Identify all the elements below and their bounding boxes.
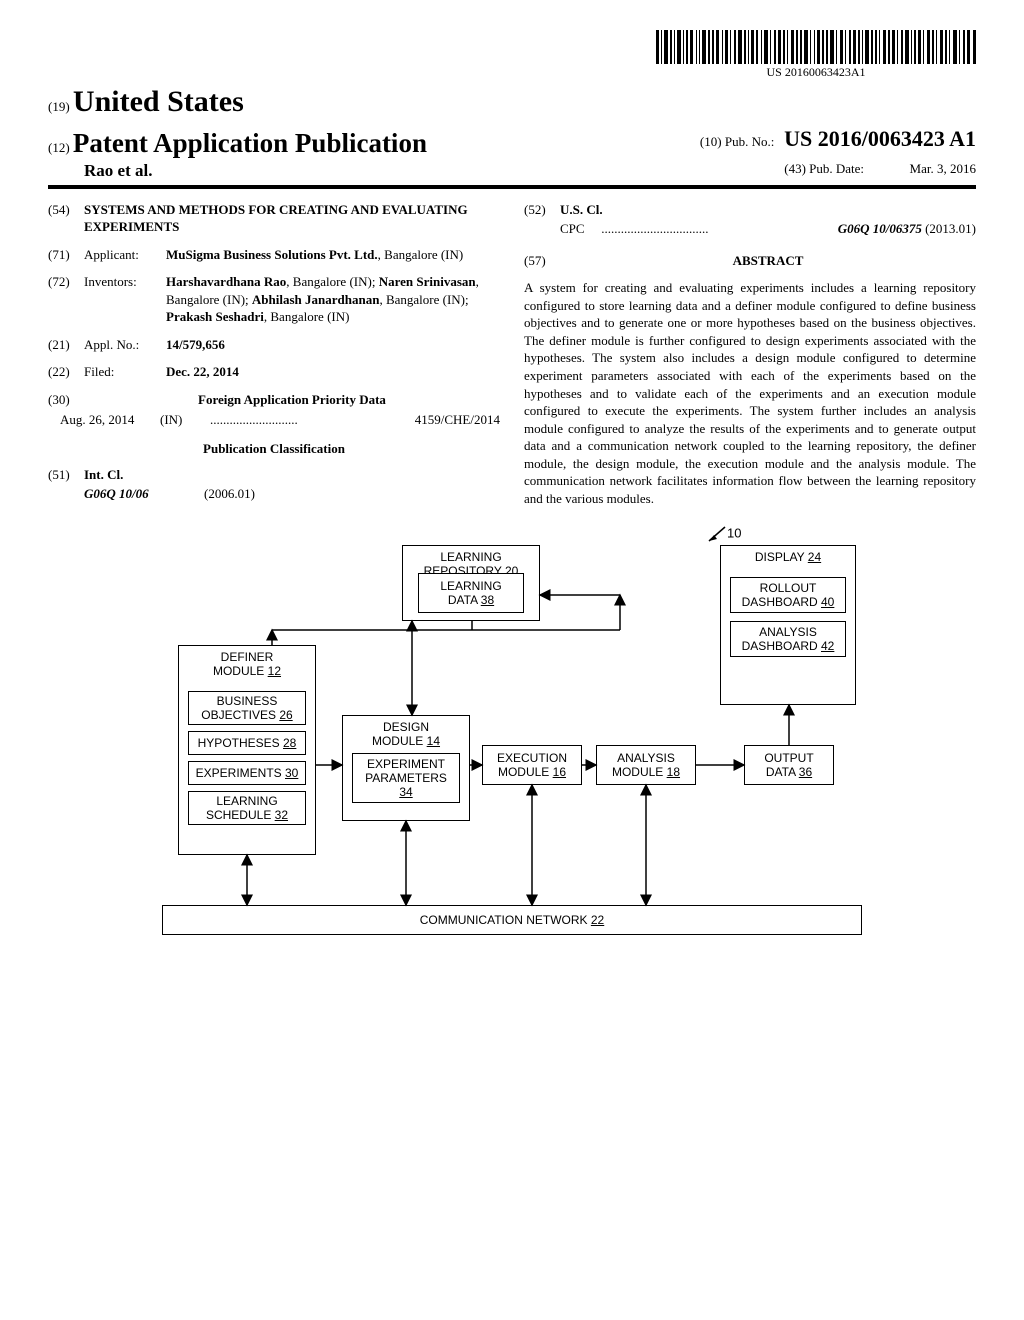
box-experiments: EXPERIMENTS 30 (188, 761, 306, 785)
code-51: (51) (48, 466, 84, 484)
barcode-area: US 20160063423A1 (48, 30, 976, 81)
cpc-value: G06Q 10/06375 (838, 221, 922, 236)
intcl-row: G06Q 10/06 (2006.01) (84, 485, 500, 503)
code-22: (22) (48, 363, 84, 381)
priority-country: (IN) (160, 411, 210, 429)
priority-row: Aug. 26, 2014 (IN) .....................… (60, 411, 500, 429)
code-21: (21) (48, 336, 84, 354)
code-72: (72) (48, 273, 84, 326)
intcl-version: (2006.01) (204, 485, 255, 503)
priority-date: Aug. 26, 2014 (60, 411, 160, 429)
pubno: US 2016/0063423 A1 (784, 126, 976, 151)
barcode-number: US 20160063423A1 (656, 65, 976, 80)
abstract-heading: ABSTRACT (560, 252, 976, 270)
code-30: (30) (48, 391, 84, 409)
box-analysis_dash: ANALYSISDASHBOARD 42 (730, 621, 846, 657)
cpc-dots: ................................. (598, 220, 838, 238)
abstract-text: A system for creating and evaluating exp… (524, 279, 976, 507)
inventors-label: Inventors: (84, 273, 166, 326)
box-schedule: LEARNINGSCHEDULE 32 (188, 791, 306, 825)
applicant-label: Applicant: (84, 246, 166, 264)
priority-number: 4159/CHE/2014 (415, 411, 500, 429)
pubdate-label: Pub. Date: (809, 161, 864, 176)
code-57: (57) (524, 252, 560, 276)
figure-ref: 10 (707, 525, 741, 543)
header-divider (48, 187, 976, 189)
priority-dots: ........................... (210, 411, 415, 429)
box-learning_data: LEARNINGDATA 38 (418, 573, 524, 613)
code-52: (52) (524, 201, 560, 219)
intcl-label: Int. Cl. (84, 467, 123, 482)
pubdate: Mar. 3, 2016 (910, 161, 976, 176)
box-rollout_dash: ROLLOUTDASHBOARD 40 (730, 577, 846, 613)
box-hypotheses: HYPOTHESES 28 (188, 731, 306, 755)
biblio-columns: (54) SYSTEMS AND METHODS FOR CREATING AN… (48, 201, 976, 508)
inventors: Harshavardhana Rao, Bangalore (IN); Nare… (166, 273, 500, 326)
priority-heading: Foreign Application Priority Data (84, 391, 500, 409)
box-biz_obj: BUSINESSOBJECTIVES 26 (188, 691, 306, 725)
applno-label: Appl. No.: (84, 336, 166, 354)
code-19: (19) (48, 99, 70, 114)
authors: Rao et al. (48, 161, 152, 181)
classification-heading: Publication Classification (48, 440, 500, 458)
left-column: (54) SYSTEMS AND METHODS FOR CREATING AN… (48, 201, 500, 508)
code-10: (10) (700, 134, 722, 149)
code-12: (12) (48, 140, 70, 155)
filed: Dec. 22, 2014 (166, 363, 500, 381)
right-column: (52) U.S. Cl. CPC ......................… (524, 201, 976, 508)
code-43: (43) (784, 161, 806, 176)
box-output: OUTPUTDATA 36 (744, 745, 834, 785)
intcl-class: G06Q 10/06 (84, 485, 204, 503)
box-exp_params: EXPERIMENTPARAMETERS 34 (352, 753, 460, 803)
country: United States (73, 85, 244, 118)
pub-type: Patent Application Publication (73, 128, 427, 158)
uscl-label: U.S. Cl. (560, 202, 603, 217)
box-analysis: ANALYSISMODULE 18 (596, 745, 696, 785)
box-comm: COMMUNICATION NETWORK 22 (162, 905, 862, 935)
barcode: US 20160063423A1 (656, 30, 976, 80)
cpc-label: CPC (560, 220, 598, 238)
country-line: (19) United States (48, 85, 976, 119)
code-54: (54) (48, 201, 84, 236)
barcode-svg (656, 30, 976, 64)
filed-label: Filed: (84, 363, 166, 381)
applicant: MuSigma Business Solutions Pvt. Ltd., Ba… (166, 246, 500, 264)
box-execution: EXECUTIONMODULE 16 (482, 745, 582, 785)
cpc-row: CPC ................................. G0… (560, 220, 976, 238)
header: (19) United States (12) Patent Applicati… (48, 85, 976, 187)
figure-1: 10 LEARNINGREPOSITORY 20LEARNINGDATA 38D… (122, 535, 902, 1005)
code-71: (71) (48, 246, 84, 264)
applno: 14/579,656 (166, 336, 500, 354)
title: SYSTEMS AND METHODS FOR CREATING AND EVA… (84, 201, 500, 236)
pubno-label: Pub. No.: (725, 134, 774, 149)
